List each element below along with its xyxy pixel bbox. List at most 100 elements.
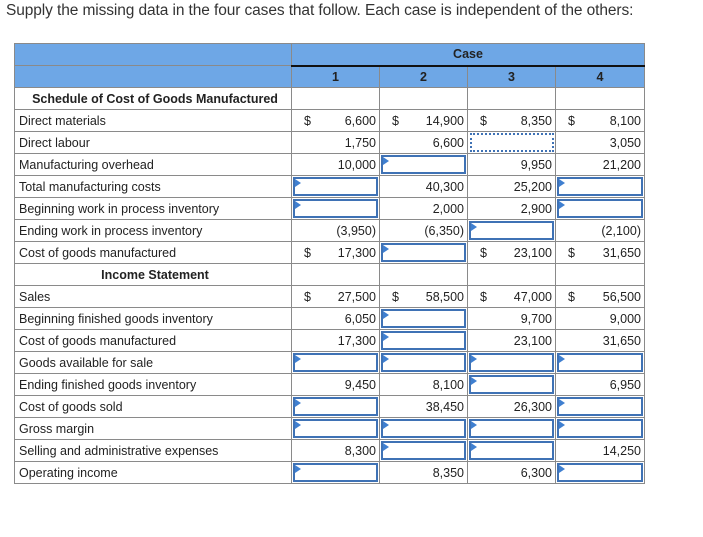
currency-symbol: $ <box>392 113 399 128</box>
answer-input-case-1[interactable] <box>291 461 380 484</box>
input-field[interactable] <box>293 353 378 372</box>
input-field[interactable] <box>293 419 378 438</box>
answer-input-case-2[interactable] <box>379 153 468 176</box>
answer-input-case-1[interactable] <box>291 197 380 220</box>
currency-symbol: $ <box>392 289 399 304</box>
input-field[interactable] <box>381 309 466 328</box>
amount-value: 21,200 <box>602 157 641 172</box>
input-field[interactable] <box>293 177 378 196</box>
row-label: Gross margin <box>14 417 292 440</box>
answer-input-case-4[interactable] <box>555 417 645 440</box>
answer-input-case-2[interactable] <box>379 439 468 462</box>
value-cell-case-2: 6,600 <box>379 131 468 154</box>
amount-value: 58,500 <box>425 289 464 304</box>
row-label: Beginning finished goods inventory <box>14 307 292 330</box>
value-cell-case-2: 2,000 <box>379 197 468 220</box>
answer-input-case-4[interactable] <box>555 351 645 374</box>
answer-input-case-3[interactable] <box>467 351 556 374</box>
answer-input-case-2[interactable] <box>379 241 468 264</box>
table-row-direct-labour: Direct labour 1,750 6,600 3,050 <box>14 131 645 154</box>
answer-input-case-1[interactable] <box>291 395 380 418</box>
input-field[interactable] <box>557 353 643 372</box>
input-field[interactable] <box>469 353 554 372</box>
input-field[interactable] <box>557 397 643 416</box>
input-field[interactable] <box>469 441 554 460</box>
answer-input-case-1[interactable] <box>291 417 380 440</box>
focused-input-field[interactable] <box>470 133 554 152</box>
table-row-selling-admin: Selling and administrative expenses 8,300… <box>14 439 645 462</box>
row-label: Ending work in process inventory <box>14 219 292 242</box>
amount-value: 6,600 <box>344 113 376 128</box>
input-field[interactable] <box>381 353 466 372</box>
value-cell-case-2: 8,350 <box>379 461 468 484</box>
table-row-cogm: Cost of goods manufactured $17,300 $23,100… <box>14 241 645 264</box>
case-1-header: 1 <box>291 65 380 88</box>
answer-input-case-3[interactable] <box>467 373 556 396</box>
value-cell-case-2: 38,450 <box>379 395 468 418</box>
input-field[interactable] <box>381 441 466 460</box>
table-row-manufacturing-overhead: Manufacturing overhead 10,000 9,950 21,200 <box>14 153 645 176</box>
value-cell-case-2: $14,900 <box>379 109 468 132</box>
input-field[interactable] <box>557 199 643 218</box>
input-field[interactable] <box>381 243 466 262</box>
value-cell-case-3: 23,100 <box>467 329 556 352</box>
answer-input-case-4[interactable] <box>555 395 645 418</box>
input-field[interactable] <box>293 199 378 218</box>
input-field[interactable] <box>381 331 466 350</box>
answer-input-case-3[interactable] <box>467 131 556 154</box>
answer-input-case-3[interactable] <box>467 439 556 462</box>
answer-input-case-3[interactable] <box>467 219 556 242</box>
amount-value: 2,000 <box>432 201 464 216</box>
value-cell-case-4: 9,000 <box>555 307 645 330</box>
value-cell-case-4: 14,250 <box>555 439 645 462</box>
table-row-ending-fg: Ending finished goods inventory 9,450 8,10… <box>14 373 645 396</box>
amount-value: 1,750 <box>344 135 376 150</box>
currency-symbol: $ <box>304 289 311 304</box>
case-header: Case <box>291 43 645 67</box>
row-label: Total manufacturing costs <box>14 175 292 198</box>
currency-symbol: $ <box>480 113 487 128</box>
value-cell-case-1: (3,950) <box>291 219 380 242</box>
amount-value: 6,050 <box>344 311 376 326</box>
input-field[interactable] <box>557 177 643 196</box>
input-field[interactable] <box>469 419 554 438</box>
answer-input-case-3[interactable] <box>467 417 556 440</box>
answer-input-case-2[interactable] <box>379 307 468 330</box>
answer-input-case-2[interactable] <box>379 329 468 352</box>
answer-input-case-2[interactable] <box>379 351 468 374</box>
amount-value: 26,300 <box>513 399 552 414</box>
table-row-gross-margin: Gross margin <box>14 417 645 440</box>
amount-value: 47,000 <box>513 289 552 304</box>
section-row-schedule: Schedule of Cost of Goods Manufactured <box>14 87 645 110</box>
amount-value: 6,600 <box>432 135 464 150</box>
amount-value: 9,450 <box>344 377 376 392</box>
input-field[interactable] <box>381 155 466 174</box>
answer-input-case-1[interactable] <box>291 175 380 198</box>
answer-input-case-1[interactable] <box>291 351 380 374</box>
amount-value: 9,000 <box>609 311 641 326</box>
row-label: Ending finished goods inventory <box>14 373 292 396</box>
value-cell-case-1: 1,750 <box>291 131 380 154</box>
answer-input-case-2[interactable] <box>379 417 468 440</box>
answer-input-case-4[interactable] <box>555 175 645 198</box>
answer-input-case-4[interactable] <box>555 197 645 220</box>
input-field[interactable] <box>469 375 554 394</box>
value-cell-case-3: $23,100 <box>467 241 556 264</box>
value-cell-case-2: 40,300 <box>379 175 468 198</box>
input-field[interactable] <box>293 463 378 482</box>
cases-table: Case 1 2 3 4 Schedule of Cost of Goods M… <box>14 43 645 484</box>
input-field[interactable] <box>557 463 643 482</box>
row-label: Cost of goods manufactured <box>14 329 292 352</box>
input-field[interactable] <box>293 397 378 416</box>
value-cell-case-3: 26,300 <box>467 395 556 418</box>
value-cell-case-4: $8,100 <box>555 109 645 132</box>
amount-value: (2,100) <box>601 223 641 238</box>
currency-symbol: $ <box>304 113 311 128</box>
currency-symbol: $ <box>480 289 487 304</box>
answer-input-case-4[interactable] <box>555 461 645 484</box>
amount-value: 9,950 <box>520 157 552 172</box>
input-field[interactable] <box>557 419 643 438</box>
amount-value: 3,050 <box>609 135 641 150</box>
input-field[interactable] <box>469 221 554 240</box>
input-field[interactable] <box>381 419 466 438</box>
